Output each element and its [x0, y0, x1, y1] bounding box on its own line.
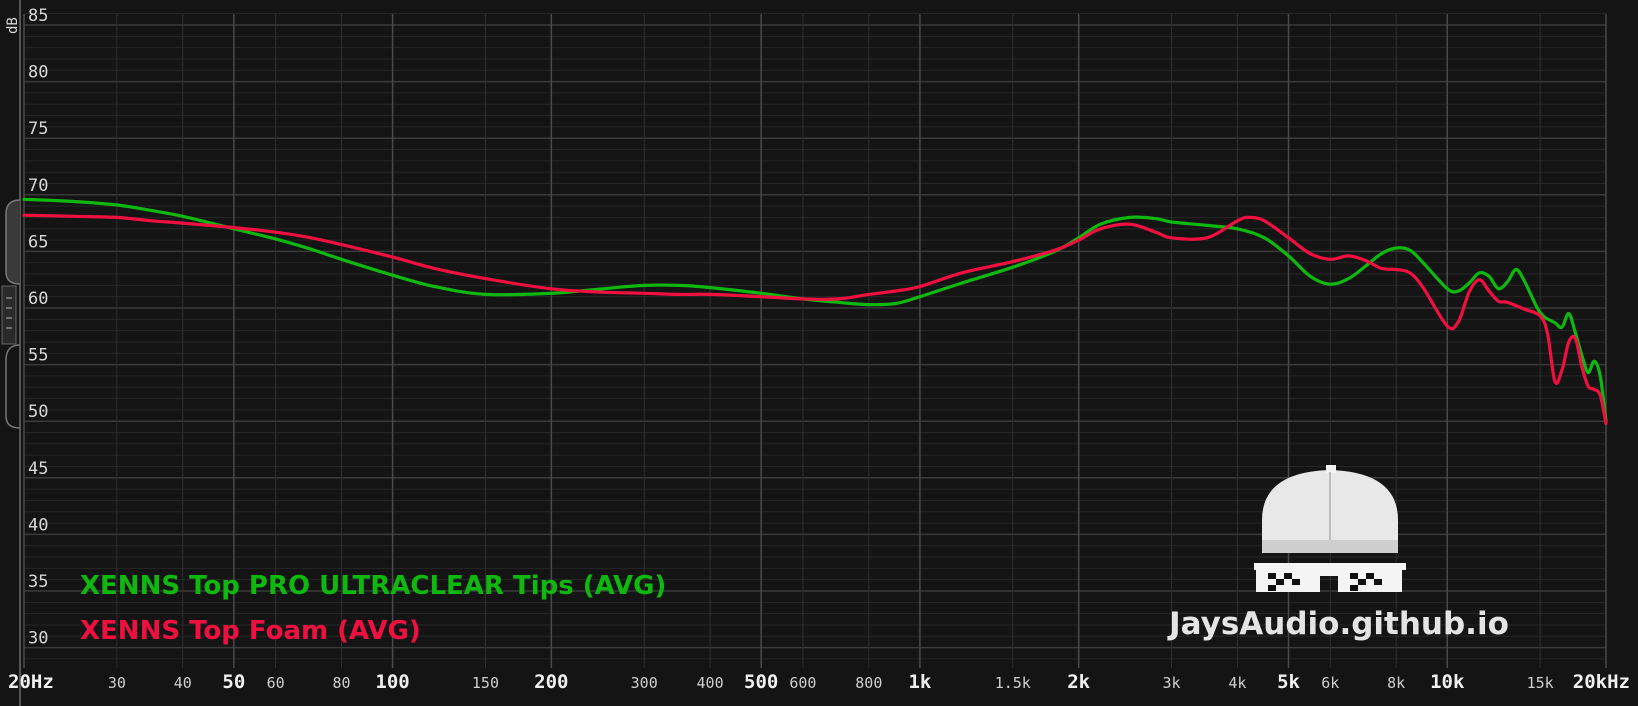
y-tick-label: 35	[28, 572, 48, 592]
cap-with-pixel-sunglasses-icon	[1254, 465, 1406, 592]
x-tick-label: 1.5k	[995, 674, 1031, 692]
x-tick-label: 10k	[1430, 671, 1465, 693]
x-tick-label: 150	[472, 674, 499, 692]
x-tick-label: 400	[697, 674, 724, 692]
brand-watermark: JaysAudio.github.io	[1167, 606, 1509, 642]
y-tick-label: 55	[28, 346, 48, 366]
legend-entry-foam[interactable]: XENNS Top Foam (AVG)	[80, 616, 421, 646]
x-tick-label: 40	[174, 674, 192, 692]
left-handle-decoration	[1, 0, 21, 706]
x-tick-label: 100	[375, 671, 409, 693]
y-tick-label: 70	[28, 176, 48, 196]
vertical-gridlines	[23, 14, 1607, 668]
y-tick-label: 60	[28, 289, 48, 309]
x-tick-label: 15k	[1527, 674, 1554, 692]
series-line-1	[22, 213, 1608, 426]
x-tick-label: 80	[332, 674, 350, 692]
y-tick-label: 40	[28, 515, 48, 535]
x-tick-label: 5k	[1277, 671, 1300, 693]
x-tick-label: 300	[631, 674, 658, 692]
x-tick-label: 4k	[1228, 674, 1246, 692]
y-axis-label: dB	[5, 17, 21, 34]
y-tick-label: 50	[28, 402, 48, 422]
x-tick-label: 800	[855, 674, 882, 692]
x-tick-label: 600	[789, 674, 816, 692]
y-tick-labels: 85 80 75 70 65 60 55 50 45 40 35 30	[28, 6, 48, 649]
x-tick-label: 3k	[1162, 674, 1180, 692]
y-tick-label: 75	[28, 119, 48, 139]
series-line-0	[22, 197, 1608, 423]
x-tick-label: 1k	[908, 671, 931, 693]
y-tick-label: 30	[28, 629, 48, 649]
x-tick-label: 30	[108, 674, 126, 692]
legend-entry-ultraclear[interactable]: XENNS Top PRO ULTRACLEAR Tips (AVG)	[80, 571, 666, 601]
x-tick-label: 20kHz	[1573, 671, 1630, 693]
x-tick-label: 8k	[1387, 674, 1405, 692]
x-tick-label: 2k	[1067, 671, 1090, 693]
x-tick-label: 50	[222, 671, 245, 693]
y-tick-label: 80	[28, 63, 48, 83]
y-tick-label: 45	[28, 459, 48, 479]
x-tick-labels: 20Hz 30 40 50 60 80 100 150 200 300 400 500 600 800 1k…	[8, 671, 1630, 693]
x-tick-label: 20Hz	[8, 671, 54, 693]
y-tick-label: 65	[28, 232, 48, 252]
series-lines	[22, 197, 1608, 426]
y-tick-label: 85	[28, 6, 48, 26]
x-tick-label: 200	[534, 671, 568, 693]
x-tick-label: 6k	[1321, 674, 1339, 692]
x-tick-label: 60	[267, 674, 285, 692]
x-tick-label: 500	[744, 671, 778, 693]
